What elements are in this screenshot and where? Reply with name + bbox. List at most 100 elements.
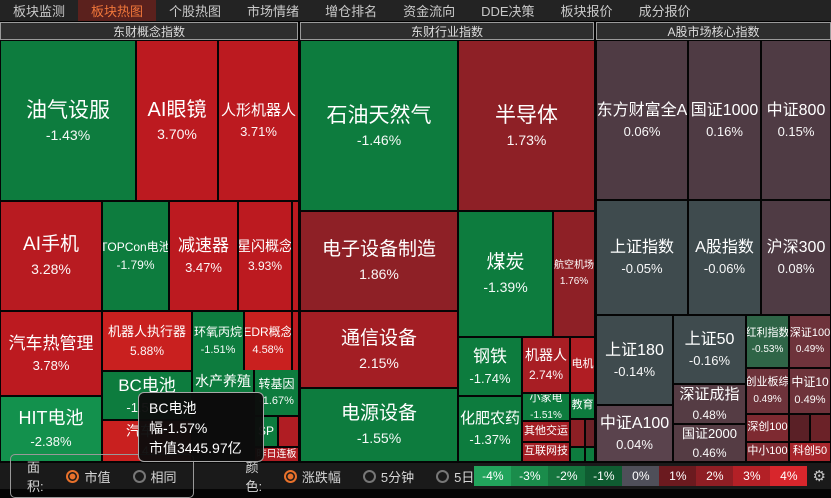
treemap-tile-钢铁[interactable]: 钢铁 -1.74%	[459, 338, 521, 395]
scale-segment--1%[interactable]: -1%	[585, 466, 623, 486]
tile-label: 国证2000	[682, 426, 737, 441]
tile-label: 煤炭	[486, 252, 525, 274]
treemap-tile-其他交运[interactable]: 其他交运	[523, 422, 569, 441]
treemap-tile-环氧丙烷[interactable]: 环氧丙烷 -1.51%	[193, 312, 243, 370]
tile-value: 0.49%	[794, 393, 826, 406]
treemap-tile-油气设服[interactable]: 油气设服 -1.43%	[1, 41, 135, 200]
treemap-tile-电源设备[interactable]: 电源设备 -1.55%	[301, 389, 457, 461]
radio-option-市值[interactable]: 市值	[66, 467, 111, 486]
treemap-tile-红利指数[interactable]: 红利指数 -0.53%	[747, 316, 788, 367]
treemap-tile-水产养殖[interactable]: 水产养殖	[193, 370, 253, 393]
treemap-tile-电子设备制造[interactable]: 电子设备制造 1.86%	[301, 212, 457, 310]
treemap-tile-减速器[interactable]: 减速器 3.47%	[170, 202, 237, 310]
treemap-tile-星闪概念[interactable]: 星闪概念 3.93%	[239, 202, 291, 310]
treemap-tile-半导体[interactable]: 半导体 1.73%	[459, 41, 594, 210]
treemap-tile-AI手机[interactable]: AI手机 3.28%	[1, 202, 101, 310]
treemap-tile[interactable]	[586, 420, 594, 446]
treemap-tile[interactable]	[811, 415, 830, 441]
treemap-tile-教育[interactable]: 教育	[571, 394, 594, 418]
treemap-tile-人形机器人[interactable]: 人形机器人 3.71%	[219, 41, 298, 200]
scale-segment-1%[interactable]: 1%	[659, 466, 697, 486]
tile-label: 油气设服	[26, 98, 110, 122]
color-label: 颜色:	[245, 460, 263, 494]
treemap-tile-AI眼镜[interactable]: AI眼镜 3.70%	[137, 41, 217, 200]
treemap-tile-国证1000[interactable]: 国证1000 0.16%	[689, 41, 760, 199]
treemap-tile[interactable]	[279, 417, 298, 446]
treemap-tile-EDR概念[interactable]: EDR概念 4.58%	[245, 312, 291, 370]
scale-segment--3%[interactable]: -3%	[511, 466, 549, 486]
radio-unselected-icon	[436, 469, 450, 483]
nav-tab-板块报价[interactable]: 板块报价	[560, 4, 613, 19]
scale-segment--2%[interactable]: -2%	[548, 466, 586, 486]
treemap-tile-上证50[interactable]: 上证50 -0.16%	[674, 316, 745, 383]
settings-gear-icon[interactable]: ⚙	[812, 468, 826, 485]
tile-value: 1.73%	[506, 131, 547, 148]
tile-value: 3.47%	[185, 260, 222, 276]
scale-segment--4%[interactable]: -4%	[474, 466, 512, 486]
treemap-tile-中证10[interactable]: 中证10 0.49%	[790, 369, 830, 413]
treemap-tile-昨日连板[interactable]: 昨日连板	[255, 448, 298, 461]
tooltip-title: BC电池	[149, 400, 197, 416]
radio-option-相同[interactable]: 相同	[132, 467, 177, 486]
scale-segment-3%[interactable]: 3%	[733, 466, 771, 486]
nav-tab-市场情绪[interactable]: 市场情绪	[247, 4, 300, 19]
treemap-tile-机器人执行器[interactable]: 机器人执行器 5.88%	[103, 312, 191, 370]
tile-label: 星闪概念	[239, 238, 291, 255]
tile-label: 创业板综	[747, 376, 788, 389]
treemap-tile-航空机场[interactable]: 航空机场 1.76%	[554, 212, 594, 336]
treemap-tile-中小100[interactable]: 中小100	[747, 443, 788, 461]
treemap-tile-深证成指[interactable]: 深证成指 0.48%	[674, 385, 745, 423]
nav-tab-板块热图[interactable]: 板块热图	[78, 0, 157, 21]
nav-tab-个股热图[interactable]: 个股热图	[169, 4, 222, 19]
scale-segment-4%[interactable]: 4%	[770, 466, 808, 486]
radio-option-5日[interactable]: 5日	[436, 467, 474, 486]
tile-label: 上证180	[605, 341, 664, 359]
treemap-tile-机器人[interactable]: 机器人 2.74%	[523, 338, 569, 392]
treemap-tile-HIT电池[interactable]: HIT电池 -2.38%	[1, 397, 101, 461]
area-options: 市值 相同	[66, 467, 177, 486]
nav-tab-资金流向[interactable]: 资金流向	[403, 4, 456, 19]
scale-segment-2%[interactable]: 2%	[696, 466, 734, 486]
treemap-tile-A股指数[interactable]: A股指数 -0.06%	[689, 201, 760, 314]
treemap-tile-中证800[interactable]: 中证800 0.15%	[762, 41, 830, 199]
tile-label: 中证10	[791, 375, 829, 390]
treemap-tile-深创100[interactable]: 深创100	[747, 415, 788, 441]
treemap-tile-通信设备[interactable]: 通信设备 2.15%	[301, 312, 457, 387]
nav-tab-成分报价[interactable]: 成分报价	[638, 4, 691, 19]
tile-value: 0.08%	[777, 261, 815, 277]
radio-unselected-icon	[132, 469, 146, 483]
treemap-tile-中证A100[interactable]: 中证A100 0.04%	[597, 406, 672, 461]
nav-tab-板块监测[interactable]: 板块监测	[13, 4, 66, 19]
treemap-tile[interactable]	[571, 420, 584, 446]
treemap-tile[interactable]	[586, 448, 594, 461]
treemap-tile-科创50[interactable]: 科创50	[790, 443, 830, 461]
treemap-tile-化肥农药[interactable]: 化肥农药 -1.37%	[459, 397, 521, 461]
treemap-tile-国证2000[interactable]: 国证2000 0.46%	[674, 425, 745, 461]
treemap-tile-创业板综[interactable]: 创业板综 0.49%	[747, 369, 788, 413]
nav-tab-DDE决策[interactable]: DDE决策	[481, 4, 535, 19]
treemap-tile-东方财富全A[interactable]: 东方财富全A 0.06%	[597, 41, 687, 199]
nav-tab-增仓排名[interactable]: 增仓排名	[325, 4, 378, 19]
treemap-tile-沪深300[interactable]: 沪深300 0.08%	[762, 201, 830, 314]
treemap-tile-小家电[interactable]: 小家电 -1.51%	[523, 394, 569, 420]
radio-option-5分钟[interactable]: 5分钟	[362, 467, 414, 486]
scale-segment-0%[interactable]: 0%	[622, 466, 660, 486]
treemap-tile[interactable]	[293, 312, 298, 370]
treemap-tile-TOPCon电池[interactable]: TOPCon电池 -1.79%	[103, 202, 168, 310]
treemap-tile-电机[interactable]: 电机	[571, 338, 594, 392]
treemap-tile[interactable]	[293, 202, 298, 310]
tile-value: 0.48%	[692, 407, 727, 422]
treemap-tile[interactable]	[790, 415, 809, 441]
tile-label: 电机	[571, 358, 594, 371]
treemap-tile[interactable]	[571, 448, 584, 461]
radio-option-涨跌幅[interactable]: 涨跌幅	[283, 467, 341, 486]
treemap-tile-上证指数[interactable]: 上证指数 -0.05%	[597, 201, 687, 314]
treemap-tile-深证100[interactable]: 深证100 0.49%	[790, 316, 830, 367]
treemap-tile-煤炭[interactable]: 煤炭 -1.39%	[459, 212, 552, 336]
treemap-tile-汽车热管理[interactable]: 汽车热管理 3.78%	[1, 312, 101, 395]
treemap-tile-上证180[interactable]: 上证180 -0.14%	[597, 316, 672, 404]
treemap-tile-互联网技[interactable]: 互联网技	[523, 443, 569, 461]
tile-label: 汽车热管理	[8, 333, 94, 353]
treemap-tile-石油天然气[interactable]: 石油天然气 -1.46%	[301, 41, 457, 210]
tile-value: 5.88%	[129, 343, 165, 358]
